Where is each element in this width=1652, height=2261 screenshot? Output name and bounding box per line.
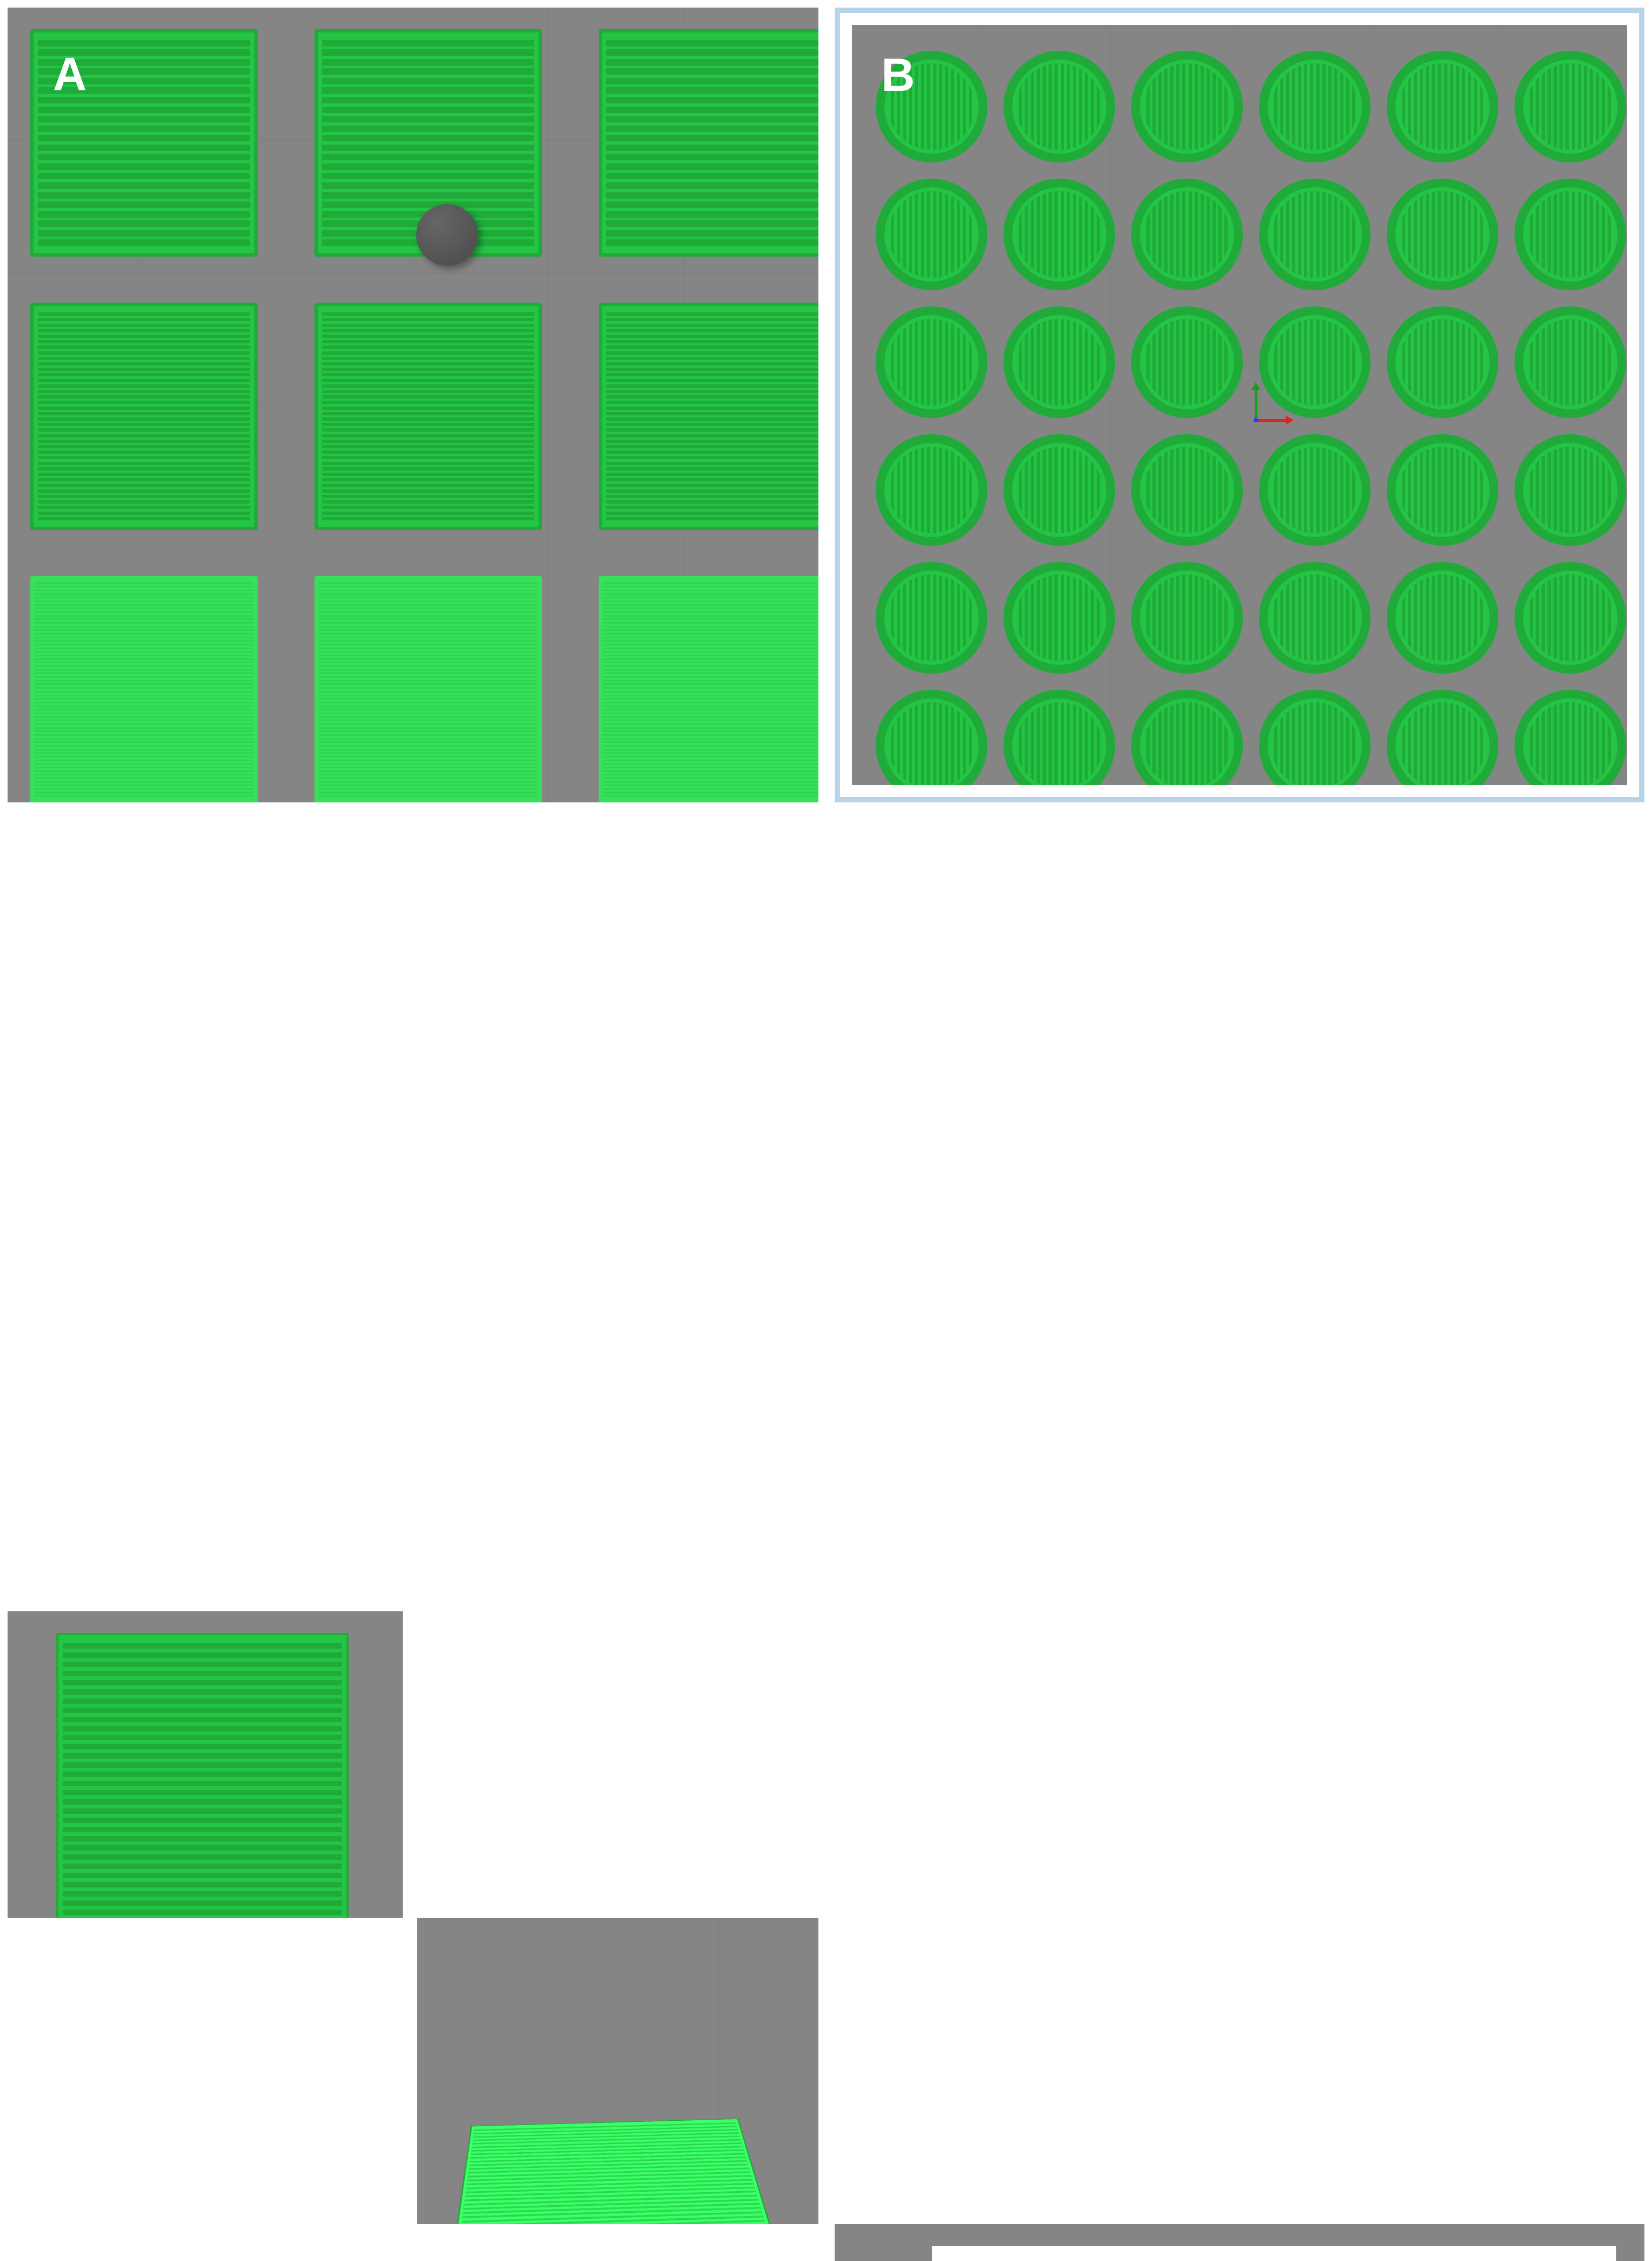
- disc-tile: [1259, 179, 1371, 290]
- disc-tile: [1387, 306, 1498, 418]
- disc-tile: [1131, 562, 1243, 674]
- disc-tile: [1515, 51, 1626, 162]
- panel-a-bed: [8, 8, 818, 802]
- panel-a-detail-top: [8, 1611, 403, 1918]
- square-tile: [314, 303, 542, 530]
- disc-tile: [1004, 562, 1115, 674]
- disc-tile: [876, 306, 987, 418]
- disc-tile: [1259, 562, 1371, 674]
- panel-a-label: A: [53, 48, 87, 101]
- panel-a-detail-iso: [417, 1918, 818, 2224]
- disc-tile: [876, 690, 987, 785]
- disc-tile: [1131, 434, 1243, 546]
- disc-tile: [1004, 434, 1115, 546]
- disc-tile: [1131, 306, 1243, 418]
- disc-tile: [1515, 562, 1626, 674]
- disc-tile: [1004, 51, 1115, 162]
- disc-tile: [1515, 690, 1626, 785]
- square-tile: [30, 303, 258, 530]
- disc-tile: [1004, 179, 1115, 290]
- square-tile: [599, 576, 818, 802]
- detail-square-top: [56, 1633, 349, 1918]
- origin-marker-coin: [416, 204, 478, 266]
- disc-tile: [1387, 51, 1498, 162]
- disc-tile: [1259, 306, 1371, 418]
- disc-tile: [1004, 306, 1115, 418]
- panel-b-label: B: [881, 49, 915, 102]
- disc-tile: [1131, 51, 1243, 162]
- disc-tile: [1259, 690, 1371, 785]
- disc-tile: [1515, 179, 1626, 290]
- panel-b-drawing-bed: 9.007.400.803.201.60: [835, 2224, 1644, 2261]
- disc-tile: [1004, 690, 1115, 785]
- disc-tile: [1131, 179, 1243, 290]
- disc-tile: [1387, 562, 1498, 674]
- square-tile: [599, 29, 818, 257]
- panel-b-bed: [852, 25, 1627, 785]
- disc-tile: [1259, 51, 1371, 162]
- disc-tile: [1515, 306, 1626, 418]
- disc-tile: [1387, 434, 1498, 546]
- disc-tile: [876, 562, 987, 674]
- square-tile: [599, 303, 818, 530]
- disc-tile: [1387, 690, 1498, 785]
- detail-square-iso: [449, 2119, 784, 2224]
- disc-tile: [1515, 434, 1626, 546]
- panel-b-wrap: [835, 8, 1644, 802]
- square-tile: [314, 576, 542, 802]
- square-tile: [30, 576, 258, 802]
- disc-tile: [1259, 434, 1371, 546]
- disc-tile: [1131, 690, 1243, 785]
- disc-tile: [876, 179, 987, 290]
- disc-tile: [876, 434, 987, 546]
- disc-tile: [1387, 179, 1498, 290]
- tech-drawing: 9.007.400.803.201.60: [932, 2246, 1616, 2261]
